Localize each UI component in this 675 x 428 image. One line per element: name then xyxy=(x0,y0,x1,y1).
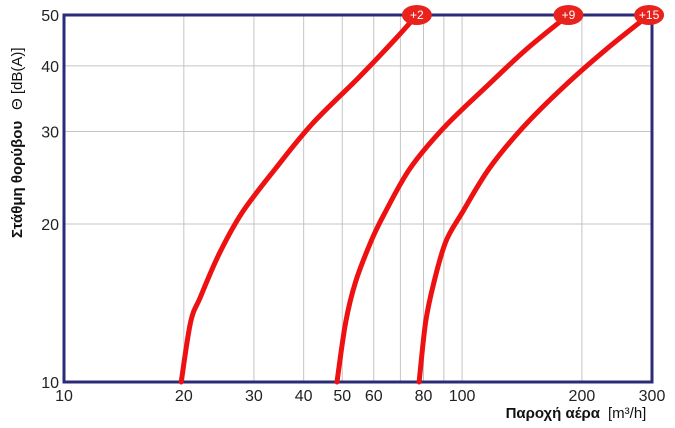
series-badge-1 xyxy=(401,5,432,25)
plot-border xyxy=(62,13,654,384)
x-tick-label-60: 60 xyxy=(365,388,383,405)
x-tick-label-300: 300 xyxy=(639,388,666,405)
x-tick-label-50: 50 xyxy=(333,388,351,405)
x-axis-unit: [m³/h] xyxy=(608,405,646,422)
series-badge-label-2: +9 xyxy=(562,8,576,22)
tick-labels: 10 20 30 40 50 60 80 100 200 300 10 20 30 40 50 xyxy=(41,8,665,405)
x-tick-label-80: 80 xyxy=(415,388,433,405)
y-tick-label-50: 50 xyxy=(41,8,59,25)
x-tick-label-40: 40 xyxy=(295,388,313,405)
x-tick-label-10: 10 xyxy=(55,388,73,405)
x-tick-label-30: 30 xyxy=(245,388,263,405)
series-lines xyxy=(178,12,652,385)
x-axis-title: Παροχή αέρα xyxy=(506,405,601,422)
x-tick-label-20: 20 xyxy=(175,388,193,405)
series-badge-2 xyxy=(553,5,584,25)
plot-frame xyxy=(62,13,654,384)
grid xyxy=(64,15,652,382)
y-tick-label-20: 20 xyxy=(41,217,59,234)
y-axis-title: Στάθμη θορύβου xyxy=(9,121,26,238)
series-line-2 xyxy=(334,12,571,385)
y-tick-label-10: 10 xyxy=(41,375,59,392)
series-badge-label-3: +15 xyxy=(639,8,660,22)
y-tick-label-40: 40 xyxy=(41,59,59,76)
x-tick-label-200: 200 xyxy=(569,388,596,405)
y-axis-unit: Θ [dB(A)] xyxy=(9,47,26,110)
series-line-1 xyxy=(178,12,420,385)
y-axis-label-group: Στάθμη θορύβου Θ [dB(A)] xyxy=(9,47,26,238)
y-tick-label-30: 30 xyxy=(41,124,59,141)
series-badges: +2 +9 +15 xyxy=(401,5,665,25)
series-badge-label-1: +2 xyxy=(410,8,424,22)
series-badge-3 xyxy=(634,5,665,25)
x-tick-label-100: 100 xyxy=(449,388,476,405)
series-line-3 xyxy=(416,12,652,385)
